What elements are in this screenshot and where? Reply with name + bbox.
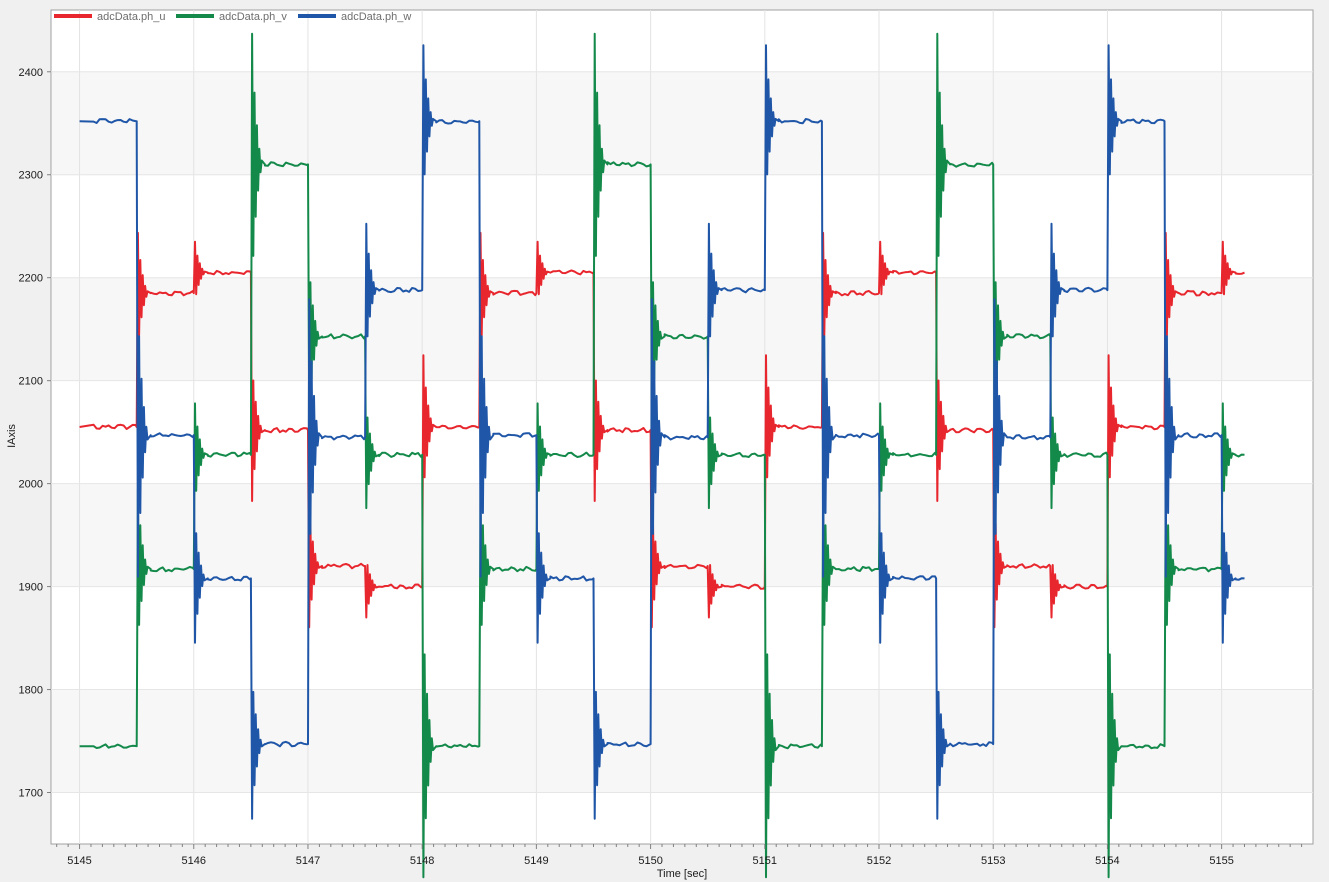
x-tick-label: 5147	[296, 855, 320, 867]
x-tick-label: 5148	[410, 855, 434, 867]
x-tick-label: 5149	[524, 855, 548, 867]
y-tick-label: 2200	[19, 273, 43, 285]
legend-label: adcData.ph_u	[97, 11, 166, 23]
y-tick-label: 2100	[19, 376, 43, 388]
y-tick-label: 1900	[19, 582, 43, 594]
x-axis-label: Time [sec]	[657, 868, 707, 880]
x-tick-label: 5152	[867, 855, 891, 867]
series-lines	[79, 32, 1245, 879]
alternating-bands	[52, 71, 1312, 793]
x-tick-label: 5145	[67, 855, 91, 867]
legend-label: adcData.ph_v	[219, 11, 287, 23]
series-line-adcData.ph_w	[79, 44, 1245, 820]
x-tick-label: 5153	[981, 855, 1005, 867]
x-tick-label: 5154	[1095, 855, 1119, 867]
x-tick-label: 5155	[1209, 855, 1233, 867]
y-tick-label: 1700	[19, 788, 43, 800]
y-tick-label: 2400	[19, 67, 43, 79]
grid-band	[52, 483, 1312, 587]
y-axis-ticks: 1700 1800 1900 2000 2100 2200 2300 2400	[19, 67, 51, 800]
y-tick-label: 1800	[19, 685, 43, 697]
grid-band	[52, 277, 1312, 381]
x-axis-ticks: 5145 5146 5147 5148 5149 5150 5151 5152 5153 5154…	[56, 844, 1303, 867]
grid-band	[52, 689, 1312, 793]
series-line-adcData.ph_u	[79, 231, 1245, 629]
legend-label: adcData.ph_w	[341, 11, 411, 23]
x-tick-label: 5150	[638, 855, 662, 867]
legend: adcData.ph_u adcData.ph_v adcData.ph_w	[54, 11, 411, 23]
grid-band	[52, 71, 1312, 175]
y-tick-label: 2300	[19, 170, 43, 182]
legend-swatch	[54, 14, 92, 18]
series-line-adcData.ph_v	[79, 32, 1245, 879]
y-tick-label: 2000	[19, 479, 43, 491]
legend-swatch	[176, 14, 214, 18]
y-axis-label: IAxis	[6, 424, 18, 448]
legend-swatch	[298, 14, 336, 18]
x-tick-label: 5146	[182, 855, 206, 867]
x-tick-label: 5151	[753, 855, 777, 867]
